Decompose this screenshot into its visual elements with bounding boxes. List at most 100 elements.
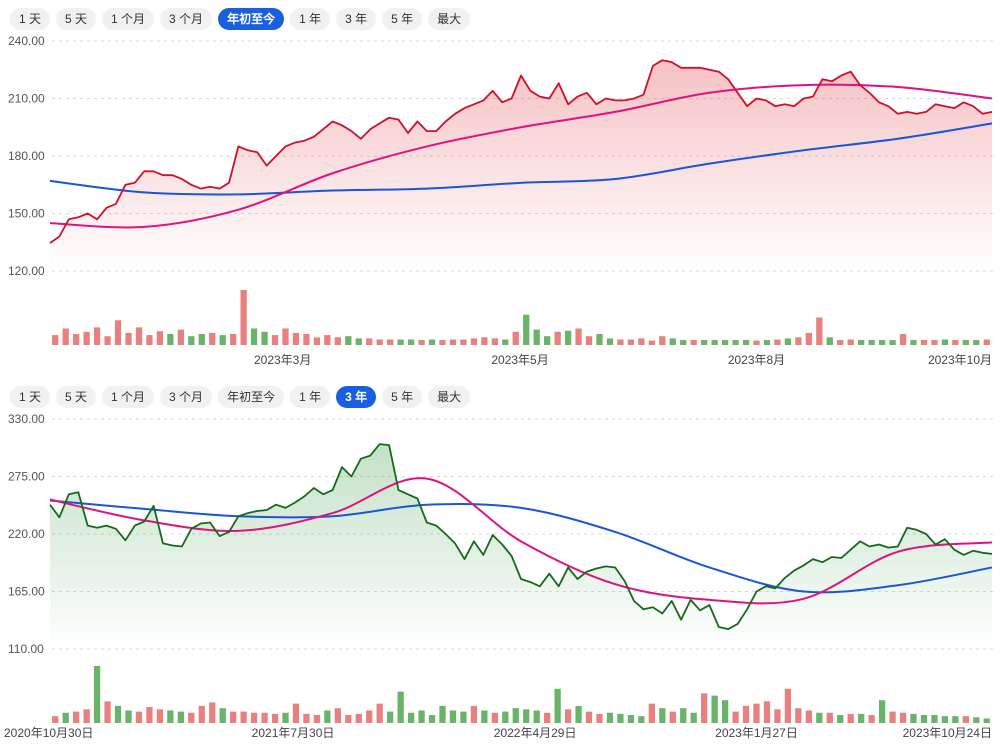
volume-bar bbox=[62, 712, 69, 723]
volume-bar bbox=[146, 335, 153, 345]
volume-bar bbox=[753, 340, 760, 345]
x-tick-label: 2021年7月30日 bbox=[252, 726, 335, 740]
x-tick-label: 2023年8月 bbox=[728, 353, 785, 367]
range-tab[interactable]: 年初至今 bbox=[218, 8, 285, 30]
range-tab[interactable]: 5 年 bbox=[382, 386, 423, 408]
volume-bar bbox=[899, 334, 907, 345]
x-tick-label: 2023年10月 bbox=[928, 353, 992, 367]
volume-bar bbox=[910, 340, 917, 345]
volume-bar bbox=[250, 328, 258, 345]
range-tab[interactable]: 1 天 bbox=[10, 8, 51, 30]
volume-bar bbox=[983, 718, 990, 723]
range-tab[interactable]: 1 个月 bbox=[102, 8, 155, 30]
y-tick-label: 275.00 bbox=[8, 470, 45, 484]
volume-bar bbox=[219, 708, 226, 723]
volume-bar bbox=[533, 329, 540, 345]
y-tick-label: 110.00 bbox=[8, 642, 44, 656]
volume-bar bbox=[125, 332, 132, 345]
price-line bbox=[49, 443, 993, 631]
volume-bar bbox=[931, 340, 938, 345]
range-tab[interactable]: 3 个月 bbox=[160, 8, 213, 30]
volume-bar bbox=[711, 695, 718, 723]
volume-bar bbox=[502, 339, 509, 345]
volume-bar bbox=[659, 708, 666, 723]
volume-bar bbox=[711, 340, 718, 345]
range-tab[interactable]: 年初至今 bbox=[218, 386, 285, 408]
volume-bar bbox=[596, 713, 603, 723]
y-tick-label: 330.00 bbox=[8, 412, 45, 426]
volume-bar bbox=[470, 338, 478, 345]
volume-bar bbox=[219, 335, 226, 345]
volume-bar bbox=[250, 712, 258, 723]
volume-bar bbox=[847, 713, 854, 723]
volume-bar bbox=[397, 691, 404, 723]
volume-bar bbox=[491, 338, 498, 345]
volume-bar bbox=[878, 700, 886, 723]
volume-bar bbox=[638, 338, 645, 345]
volume-bar bbox=[910, 713, 917, 723]
volume-bar bbox=[324, 710, 331, 723]
y-tick-label: 210.00 bbox=[8, 92, 45, 106]
volume-bar bbox=[387, 339, 394, 345]
volume-bar bbox=[816, 317, 823, 345]
volume-bar bbox=[721, 340, 729, 345]
volume-bar bbox=[135, 327, 143, 345]
volume-bar bbox=[198, 334, 205, 345]
volume-bar bbox=[449, 339, 457, 345]
volume-bar bbox=[659, 336, 666, 345]
volume-bar bbox=[669, 338, 676, 345]
range-tab[interactable]: 3 个月 bbox=[160, 386, 213, 408]
volume-bar bbox=[606, 712, 614, 723]
volume-bar bbox=[502, 711, 509, 723]
volume-bar bbox=[795, 337, 802, 345]
range-tab[interactable]: 5 年 bbox=[382, 8, 423, 30]
volume-bar bbox=[376, 339, 383, 345]
volume-bar bbox=[690, 712, 697, 723]
volume-bar bbox=[920, 340, 928, 345]
volume-bar bbox=[156, 709, 164, 723]
y-tick-label: 180.00 bbox=[8, 149, 45, 163]
volume-bar bbox=[334, 708, 341, 723]
volume-bar bbox=[606, 338, 614, 345]
volume-bar bbox=[690, 340, 697, 345]
range-tab[interactable]: 最大 bbox=[428, 386, 471, 408]
range-tab[interactable]: 5 天 bbox=[56, 386, 97, 408]
volume-bar bbox=[638, 716, 645, 723]
volume-bar bbox=[177, 711, 184, 723]
price-chart-top: 240.00 210.00 180.00 150.00 120.00 2023年3月 202… bbox=[8, 34, 995, 367]
volume-bar bbox=[973, 340, 980, 345]
volume-bar bbox=[701, 340, 708, 345]
volume-bar bbox=[952, 340, 959, 345]
range-tab[interactable]: 3 年 bbox=[336, 386, 377, 408]
volume-bar bbox=[125, 710, 132, 723]
volume-bar bbox=[763, 701, 771, 723]
range-tab[interactable]: 1 个月 bbox=[102, 386, 155, 408]
range-tab[interactable]: 1 年 bbox=[290, 386, 331, 408]
volume-bar bbox=[366, 338, 373, 345]
ma-long-line bbox=[49, 499, 993, 594]
range-tab[interactable]: 最大 bbox=[428, 8, 471, 30]
range-tab[interactable]: 1 天 bbox=[10, 386, 51, 408]
volume-bar bbox=[973, 717, 980, 723]
range-tab[interactable]: 5 天 bbox=[56, 8, 97, 30]
range-tab[interactable]: 3 年 bbox=[336, 8, 377, 30]
range-tab[interactable]: 1 年 bbox=[290, 8, 331, 30]
volume-bar bbox=[177, 329, 184, 345]
volume-bar bbox=[701, 693, 708, 723]
volume-bar bbox=[104, 701, 111, 723]
volume-bar bbox=[73, 711, 80, 723]
volume-bar bbox=[104, 336, 111, 345]
volume-bar bbox=[439, 705, 446, 723]
volume-bar bbox=[355, 713, 362, 723]
volume-bar bbox=[230, 334, 237, 345]
volume-bar bbox=[366, 710, 373, 723]
volume-bar bbox=[428, 715, 436, 723]
volume-bar bbox=[512, 708, 519, 723]
volume-bar bbox=[282, 328, 289, 345]
volume-bar bbox=[721, 700, 729, 723]
volume-bar bbox=[523, 709, 530, 723]
volume-bar bbox=[313, 715, 321, 723]
volume-bar bbox=[732, 340, 739, 345]
y-tick-label: 240.00 bbox=[8, 34, 45, 48]
volume-bar bbox=[847, 339, 854, 345]
